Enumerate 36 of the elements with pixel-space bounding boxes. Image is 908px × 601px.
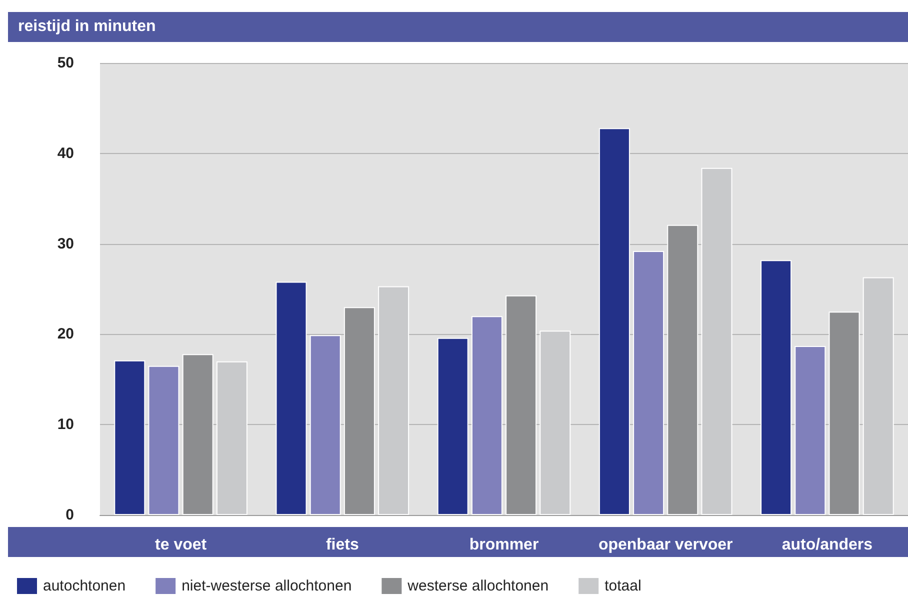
bar <box>216 361 248 515</box>
x-tick-label: openbaar vervoer <box>598 536 733 554</box>
bar <box>148 366 180 515</box>
bar <box>598 128 630 515</box>
bar <box>701 168 732 515</box>
x-tick-label: auto/anders <box>782 536 873 554</box>
x-tick-label: fiets <box>326 536 359 554</box>
bar <box>506 295 537 515</box>
x-tick-label: te voet <box>155 536 208 554</box>
chart-title: reistijd in minuten <box>8 12 908 42</box>
legend-label: totaal <box>604 578 642 594</box>
bar <box>862 277 894 515</box>
bar <box>760 260 792 515</box>
bar <box>344 307 375 515</box>
y-tick-label: 30 <box>57 235 74 252</box>
legend-label: autochtonen <box>43 578 126 594</box>
legend-label: niet-westerse allochtonen <box>182 578 352 594</box>
bar <box>437 338 468 515</box>
bar <box>182 354 214 515</box>
bar <box>667 224 698 515</box>
y-tick-label: 40 <box>57 144 74 162</box>
x-tick-label: brommer <box>469 536 539 554</box>
y-tick-label: 0 <box>66 506 74 524</box>
y-tick-label: 50 <box>57 54 74 72</box>
bar <box>828 312 860 515</box>
bar <box>310 335 341 515</box>
bar <box>378 286 410 515</box>
bar <box>471 316 502 515</box>
y-tick-label: 20 <box>57 326 74 343</box>
bar <box>540 330 571 515</box>
bar <box>114 360 146 515</box>
y-tick-label: 10 <box>57 416 74 434</box>
bar <box>276 282 307 515</box>
legend-label: westerse allochtonen <box>406 578 549 594</box>
bar <box>633 251 664 515</box>
bar <box>794 346 826 515</box>
